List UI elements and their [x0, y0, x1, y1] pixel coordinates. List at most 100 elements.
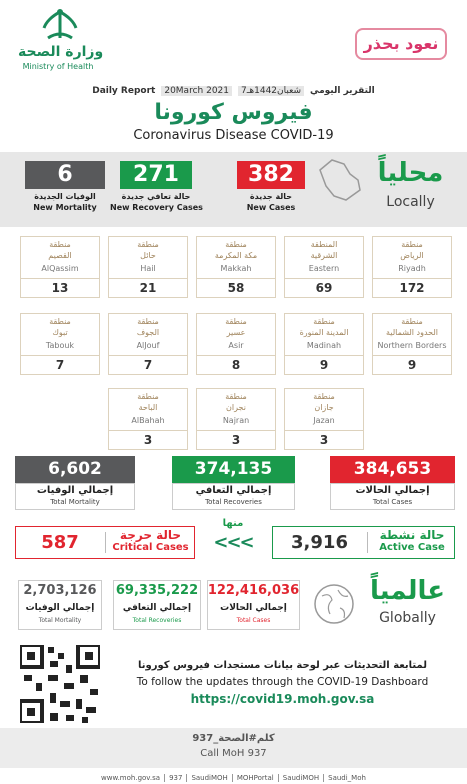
region-value: 8: [231, 358, 241, 372]
new-label-ar: حالة تعافي جديدة: [121, 192, 191, 201]
global-box: [113, 580, 201, 630]
region-cell: [284, 236, 364, 298]
footer-item: www.moh.gov.sa: [101, 774, 161, 782]
ministry-en: Ministry of Health: [22, 62, 94, 71]
global-box: [207, 580, 300, 630]
region-ar-top: منطقة: [401, 240, 423, 249]
region-en: AlQassim: [41, 264, 79, 273]
dashboard-url: https://covid19.moh.gov.sa: [190, 692, 375, 706]
global-label-ar: إجمالي التعافي: [122, 603, 192, 613]
region-value: 3: [319, 433, 329, 447]
region-cell: [108, 313, 188, 375]
footer-item: SaudiMOH: [277, 774, 323, 782]
region-value: 58: [227, 281, 245, 295]
new-label-ar: حالة جديدة: [249, 192, 293, 201]
region-divider: [20, 355, 100, 356]
total-value: 384,653: [330, 456, 455, 483]
critical-box: [15, 526, 195, 559]
region-en: Madinah: [306, 341, 342, 350]
call-ar: كلم#الصحة_937: [192, 733, 275, 744]
region-ar-name: المدينة المنورة: [299, 328, 349, 337]
date-line: Daily Report 20March 2021 7شعبان1442هـ التق…: [0, 86, 467, 96]
dashboard-en: To follow the updates through the COVID-…: [136, 676, 429, 688]
region-en: Northern Borders: [377, 341, 447, 350]
heading-en: Locally: [386, 194, 435, 210]
region-ar-top: منطقة: [137, 240, 159, 249]
region-value: 21: [139, 281, 157, 295]
active-box: [272, 526, 455, 559]
campaign: نعود بحذر: [363, 34, 439, 53]
region-divider: [284, 355, 364, 356]
total-label-en: Total Recoveries: [205, 498, 262, 506]
region-ar-top: منطقة: [49, 240, 71, 249]
region-cell: [20, 236, 100, 298]
region-value: 9: [407, 358, 417, 372]
global-label-en: Total Recoveries: [132, 617, 182, 624]
region-ar-top: منطقة: [401, 317, 423, 326]
region-divider: [284, 430, 364, 431]
region-value: 13: [51, 281, 69, 295]
region-ar-top: منطقة: [137, 317, 159, 326]
total-value: 6,602: [15, 456, 135, 483]
region-cell: [196, 236, 276, 298]
region-ar-name: الحدود الشمالية: [386, 328, 438, 337]
heading-ar: محلياً: [377, 158, 444, 188]
dashboard-ar: لمتابعة التحديثات عبر لوحة بيانات مستجدا…: [138, 660, 427, 671]
region-ar-name: الشرقية: [310, 251, 338, 260]
region-ar-name: نجران: [226, 403, 246, 412]
call-band: [0, 728, 467, 768]
of-which: منها: [222, 518, 244, 529]
region-en: Makkah: [220, 264, 252, 273]
critical-label-en: Critical Cases: [112, 542, 189, 553]
region-en: Asir: [228, 341, 244, 350]
region-cell: [196, 313, 276, 375]
new-value: 382: [237, 161, 305, 189]
region-cell: [196, 388, 276, 450]
region-ar-name: تبوك: [52, 328, 68, 337]
global-label-en: Total Mortality: [38, 617, 82, 624]
region-divider: [372, 278, 452, 279]
region-ar-name: عسير: [226, 328, 246, 337]
footer-item: MOHPortal: [231, 774, 278, 782]
total-label-ar: إجمالي الوفيات: [36, 485, 114, 496]
call-en: Call MoH 937: [200, 748, 267, 759]
global-heading-en: Globally: [379, 610, 436, 626]
global-box: [18, 580, 102, 630]
region-cell: [108, 388, 188, 450]
active-value: 3,916: [291, 532, 348, 553]
global-label-ar: إجمالي الوفيات: [25, 603, 95, 613]
ministry-ar: وزارة الصحة: [18, 44, 104, 60]
region-divider: [284, 278, 364, 279]
global-value: 69,335,222: [115, 583, 199, 598]
region-ar-name: جازان: [314, 403, 334, 412]
region-ar-top: منطقة: [225, 240, 247, 249]
footer-item: SaudiMOH: [186, 774, 231, 782]
region-value: 3: [231, 433, 241, 447]
region-en: AlBahah: [131, 416, 165, 425]
region-ar-name: الجوف: [136, 328, 160, 337]
region-divider: [196, 355, 276, 356]
date-part: Daily Report: [92, 86, 156, 96]
total-label-box: [15, 483, 135, 510]
new-value: 271: [120, 161, 192, 189]
title-ar: فيروس كورونا: [154, 100, 313, 125]
global-label-ar: إجمالي الحالات: [220, 603, 287, 613]
region-divider: [108, 355, 188, 356]
region-cell: [372, 236, 452, 298]
new-label-ar: الوفيات الجديدة: [34, 192, 96, 201]
region-value: 3: [143, 433, 153, 447]
new-label-en: New Cases: [246, 203, 296, 212]
region-ar-name: مكة المكرمة: [214, 251, 258, 260]
arrows: <<<: [213, 532, 254, 553]
region-cell: [284, 313, 364, 375]
total-label-ar: إجمالي الحالات: [355, 485, 430, 496]
global-value: 122,416,036: [207, 583, 300, 598]
active-divider: [367, 532, 368, 553]
total-label-box: [172, 483, 295, 510]
region-cell: [372, 313, 452, 375]
active-label-ar: حالة نشطة: [379, 528, 445, 542]
region-en: Najran: [222, 416, 250, 425]
region-ar-top: المنطقة: [310, 240, 338, 249]
region-ar-top: منطقة: [313, 317, 335, 326]
